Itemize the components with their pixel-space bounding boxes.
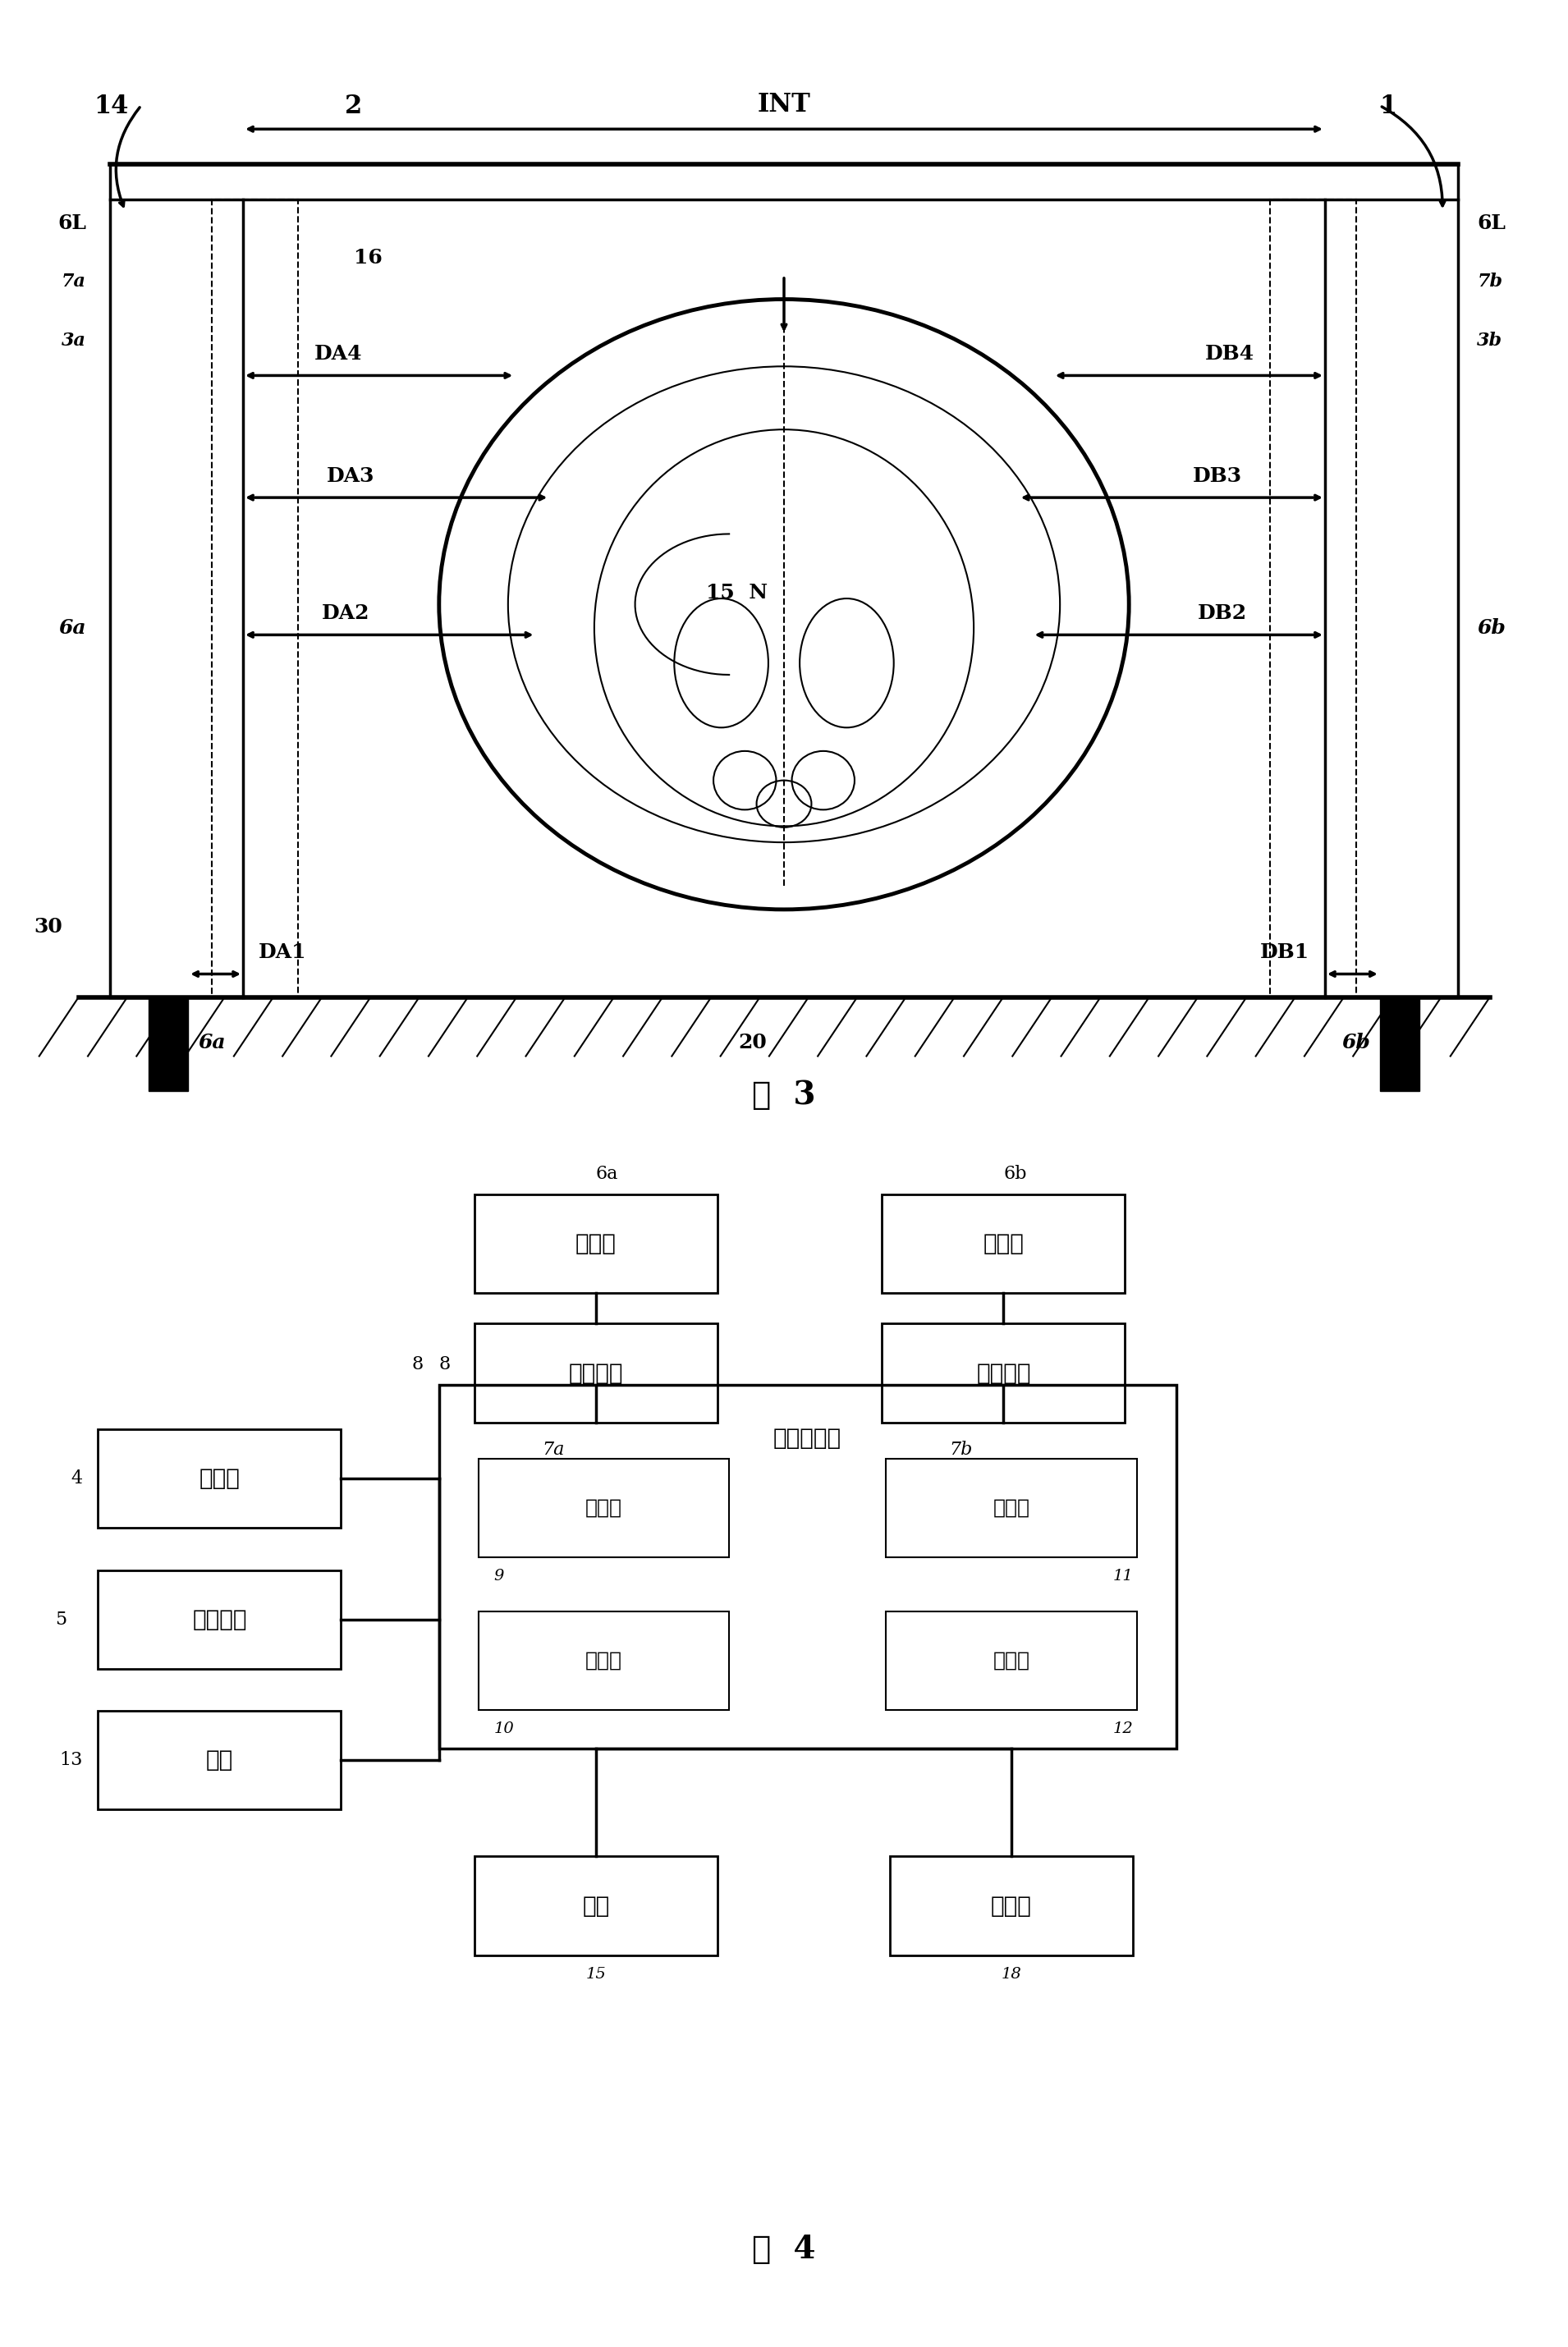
- Text: 存储器: 存储器: [993, 1650, 1030, 1671]
- Bar: [474, 1856, 718, 1955]
- Text: 驱动机构: 驱动机构: [569, 1361, 622, 1385]
- Text: 4: 4: [71, 1469, 83, 1488]
- Text: 传感器: 传感器: [575, 1232, 616, 1256]
- Text: 驱动机构: 驱动机构: [977, 1361, 1030, 1385]
- Text: 指示器: 指示器: [991, 1894, 1032, 1917]
- Text: 图  3: 图 3: [753, 1080, 815, 1110]
- Text: 9: 9: [494, 1568, 503, 1584]
- Text: DB4: DB4: [1206, 345, 1254, 364]
- Bar: [474, 1195, 718, 1293]
- Text: DB1: DB1: [1261, 943, 1309, 962]
- Text: DA1: DA1: [259, 943, 307, 962]
- Bar: [99, 1711, 342, 1810]
- Text: 计算器: 计算器: [585, 1650, 622, 1671]
- Text: 6a: 6a: [596, 1164, 618, 1183]
- Bar: [478, 1610, 729, 1709]
- Text: DA4: DA4: [314, 345, 362, 364]
- Text: 显示器: 显示器: [199, 1467, 240, 1490]
- Bar: [883, 1324, 1126, 1422]
- Text: 3a: 3a: [61, 331, 86, 350]
- Bar: [886, 1610, 1137, 1709]
- Text: DA3: DA3: [326, 467, 375, 486]
- Text: DA2: DA2: [321, 603, 370, 624]
- Bar: [883, 1195, 1126, 1293]
- Text: 15: 15: [586, 1967, 605, 1981]
- Text: 30: 30: [34, 918, 63, 936]
- Bar: [212, 199, 298, 997]
- Text: 7b: 7b: [1477, 272, 1502, 291]
- Text: 16: 16: [354, 249, 383, 268]
- Text: 7a: 7a: [543, 1441, 564, 1460]
- Bar: [110, 164, 1458, 997]
- Text: 18: 18: [1002, 1967, 1021, 1981]
- Text: 8: 8: [412, 1354, 423, 1373]
- Text: 图  4: 图 4: [753, 2234, 815, 2265]
- Text: 12: 12: [1113, 1723, 1134, 1737]
- Text: DB3: DB3: [1193, 467, 1242, 486]
- Bar: [1270, 199, 1356, 997]
- Text: 控制器: 控制器: [585, 1497, 622, 1519]
- Text: 11: 11: [1113, 1568, 1134, 1584]
- Text: 13: 13: [60, 1751, 83, 1770]
- Text: 10: 10: [494, 1723, 514, 1737]
- Text: 手动接口: 手动接口: [193, 1608, 246, 1631]
- Text: 15  N: 15 N: [706, 582, 768, 603]
- Text: 6L: 6L: [58, 214, 86, 232]
- Bar: [478, 1457, 729, 1558]
- Bar: [99, 1429, 342, 1528]
- Bar: [474, 1324, 718, 1422]
- Bar: [886, 1457, 1137, 1558]
- Text: 电源: 电源: [205, 1749, 234, 1772]
- Text: 确定器: 确定器: [993, 1497, 1030, 1519]
- Text: INT: INT: [757, 92, 811, 117]
- Text: 6b: 6b: [1477, 617, 1505, 638]
- Text: 7b: 7b: [949, 1441, 972, 1460]
- Text: 6b: 6b: [1342, 1033, 1370, 1051]
- Bar: [891, 1856, 1134, 1955]
- Text: 电极: 电极: [582, 1894, 610, 1917]
- Bar: [439, 1385, 1176, 1749]
- Text: 20: 20: [739, 1033, 767, 1051]
- Text: 传感器: 传感器: [983, 1232, 1024, 1256]
- Text: 7a: 7a: [61, 272, 86, 291]
- Text: 8: 8: [439, 1354, 452, 1373]
- Text: DB2: DB2: [1198, 603, 1247, 624]
- Text: 2: 2: [345, 94, 362, 120]
- Text: 5: 5: [55, 1610, 67, 1629]
- Text: 6L: 6L: [1477, 214, 1505, 232]
- Text: 6b: 6b: [1004, 1164, 1027, 1183]
- Text: 6a: 6a: [58, 617, 86, 638]
- Text: 微型计算机: 微型计算机: [773, 1427, 842, 1450]
- Text: 1: 1: [1380, 94, 1397, 120]
- Text: 6a: 6a: [198, 1033, 226, 1051]
- Bar: [149, 997, 188, 1091]
- Bar: [99, 1570, 342, 1669]
- Text: 14: 14: [94, 94, 129, 120]
- Text: 3b: 3b: [1477, 331, 1502, 350]
- Bar: [1380, 997, 1419, 1091]
